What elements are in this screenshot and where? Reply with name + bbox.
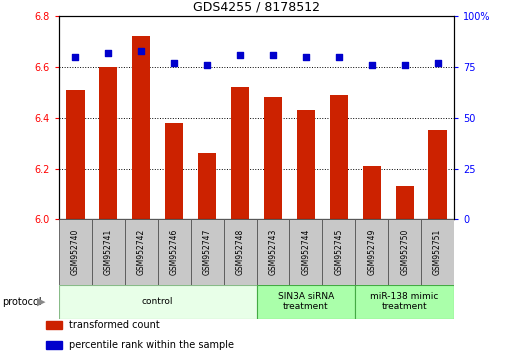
Bar [132, 36, 150, 219]
Point [269, 52, 277, 57]
Bar [66, 90, 85, 219]
Bar [59, 285, 256, 319]
Bar [224, 219, 256, 285]
Bar [59, 219, 92, 285]
Bar [322, 219, 355, 285]
Bar [191, 219, 224, 285]
Text: GSM952744: GSM952744 [301, 229, 310, 275]
Point [203, 62, 211, 68]
Bar [355, 285, 454, 319]
Text: ▶: ▶ [37, 297, 46, 307]
Point [71, 54, 80, 59]
Bar [256, 285, 355, 319]
Text: GSM952746: GSM952746 [170, 229, 179, 275]
Point [137, 48, 145, 53]
Point [236, 52, 244, 57]
Point [104, 50, 112, 55]
Point [433, 60, 442, 65]
Bar [46, 341, 62, 349]
Text: GSM952743: GSM952743 [268, 229, 278, 275]
Point [170, 60, 179, 65]
Bar [289, 219, 322, 285]
Bar [421, 219, 454, 285]
Text: protocol: protocol [3, 297, 42, 307]
Text: transformed count: transformed count [69, 320, 160, 330]
Bar [158, 219, 191, 285]
Text: percentile rank within the sample: percentile rank within the sample [69, 340, 234, 350]
Text: SIN3A siRNA
treatment: SIN3A siRNA treatment [278, 292, 334, 312]
Bar [100, 67, 117, 219]
Bar [363, 166, 381, 219]
Text: GSM952751: GSM952751 [433, 229, 442, 275]
Text: GSM952749: GSM952749 [367, 229, 376, 275]
Bar [165, 123, 183, 219]
Title: GDS4255 / 8178512: GDS4255 / 8178512 [193, 0, 320, 13]
Bar [297, 110, 315, 219]
Text: GSM952748: GSM952748 [235, 229, 245, 275]
Text: GSM952742: GSM952742 [137, 229, 146, 275]
Point [334, 54, 343, 59]
Point [401, 62, 409, 68]
Text: miR-138 mimic
treatment: miR-138 mimic treatment [370, 292, 439, 312]
Bar [256, 219, 289, 285]
Bar [428, 130, 447, 219]
Text: control: control [142, 297, 173, 306]
Bar [125, 219, 158, 285]
Bar [92, 219, 125, 285]
Text: GSM952741: GSM952741 [104, 229, 113, 275]
Bar [198, 153, 216, 219]
Bar [264, 97, 282, 219]
Bar [46, 321, 62, 329]
Bar [330, 95, 348, 219]
Bar [396, 187, 413, 219]
Point [368, 62, 376, 68]
Bar [388, 219, 421, 285]
Bar [231, 87, 249, 219]
Text: GSM952745: GSM952745 [334, 229, 343, 275]
Point [302, 54, 310, 59]
Text: GSM952747: GSM952747 [203, 229, 212, 275]
Bar [355, 219, 388, 285]
Text: GSM952740: GSM952740 [71, 229, 80, 275]
Text: GSM952750: GSM952750 [400, 229, 409, 275]
